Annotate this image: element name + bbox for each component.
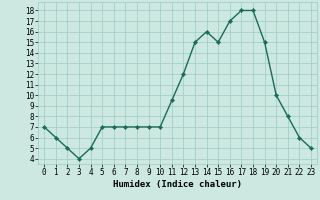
X-axis label: Humidex (Indice chaleur): Humidex (Indice chaleur)	[113, 180, 242, 189]
